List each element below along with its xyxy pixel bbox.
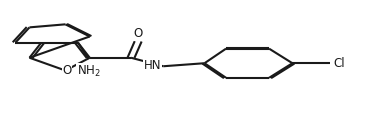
Text: O: O	[63, 64, 72, 77]
Text: NH$_2$: NH$_2$	[77, 64, 101, 79]
Text: HN: HN	[144, 59, 161, 72]
Text: Cl: Cl	[333, 57, 344, 70]
Text: O: O	[134, 27, 143, 40]
